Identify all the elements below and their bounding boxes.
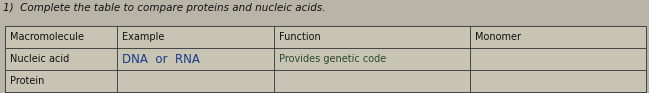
Text: DNA  or  RNA: DNA or RNA xyxy=(123,53,201,66)
Text: Provides genetic code: Provides genetic code xyxy=(280,54,387,64)
Text: Macromolecule: Macromolecule xyxy=(10,32,84,42)
Bar xyxy=(5,26,646,92)
Text: Protein: Protein xyxy=(10,76,45,86)
Text: Nucleic acid: Nucleic acid xyxy=(10,54,69,64)
Text: Monomer: Monomer xyxy=(475,32,520,42)
Text: Example: Example xyxy=(123,32,165,42)
Text: Function: Function xyxy=(280,32,321,42)
Text: 1)  Complete the table to compare proteins and nucleic acids.: 1) Complete the table to compare protein… xyxy=(3,3,326,13)
